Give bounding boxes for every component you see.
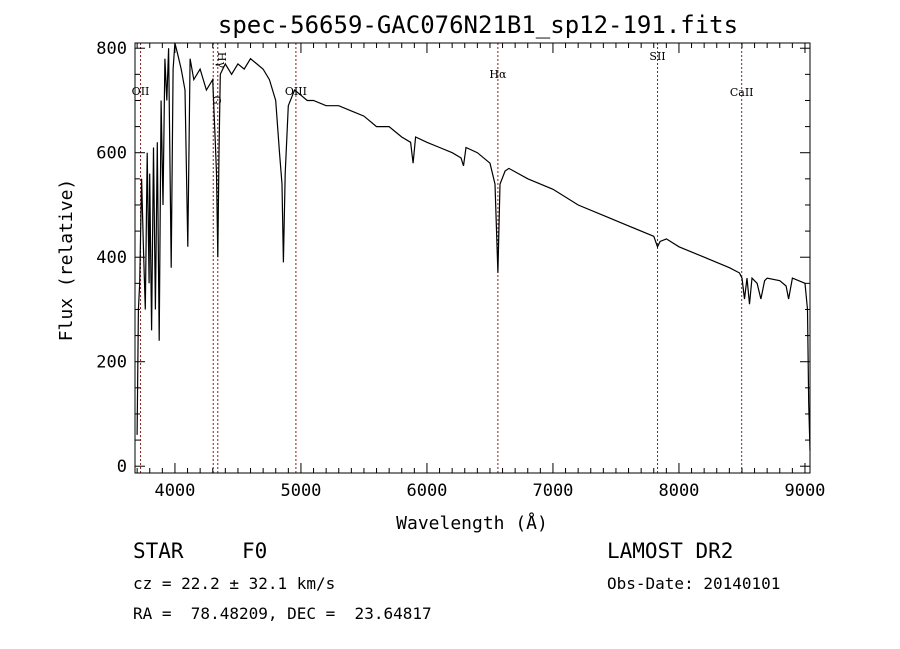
y-tick-label: 800 <box>96 39 127 59</box>
line-marker-label: OII <box>132 85 150 98</box>
x-tick-label: 5000 <box>280 481 321 501</box>
x-tick-label: 7000 <box>532 481 573 501</box>
spectrum-line <box>136 42 811 451</box>
obs-date: Obs-Date: 20140101 <box>607 574 781 593</box>
line-marker-label: Hγ <box>215 52 228 69</box>
subclass: F0 <box>242 539 268 563</box>
x-tick-label: 4000 <box>154 481 195 501</box>
chart-title: spec-56659-GAC076N21B1_sp12-191.fits <box>218 11 738 39</box>
y-tick-label: 400 <box>96 248 127 268</box>
y-tick-label: 200 <box>96 353 127 373</box>
x-tick-label: 6000 <box>406 481 447 501</box>
object-class: STAR <box>133 539 184 563</box>
x-tick-label: 8000 <box>658 481 699 501</box>
plot-frame <box>134 42 811 474</box>
survey-name: LAMOST DR2 <box>607 539 734 563</box>
coordinates: RA = 78.48209, DEC = 23.64817 <box>133 604 432 623</box>
line-marker-label: Hα <box>489 68 507 81</box>
line-marker-label: SII <box>649 50 665 63</box>
line-marker-label: CaII <box>730 86 754 99</box>
line-marker-label: G <box>210 96 223 105</box>
y-tick-label: 0 <box>117 457 127 477</box>
redshift-text: cz = 22.2 ± 32.1 km/s <box>133 574 336 593</box>
x-axis-label: Wavelength (Å) <box>396 512 548 534</box>
x-tick-label: 9000 <box>784 481 825 501</box>
y-axis-label: Flux (relative) <box>56 179 77 342</box>
y-tick-label: 600 <box>96 144 127 164</box>
